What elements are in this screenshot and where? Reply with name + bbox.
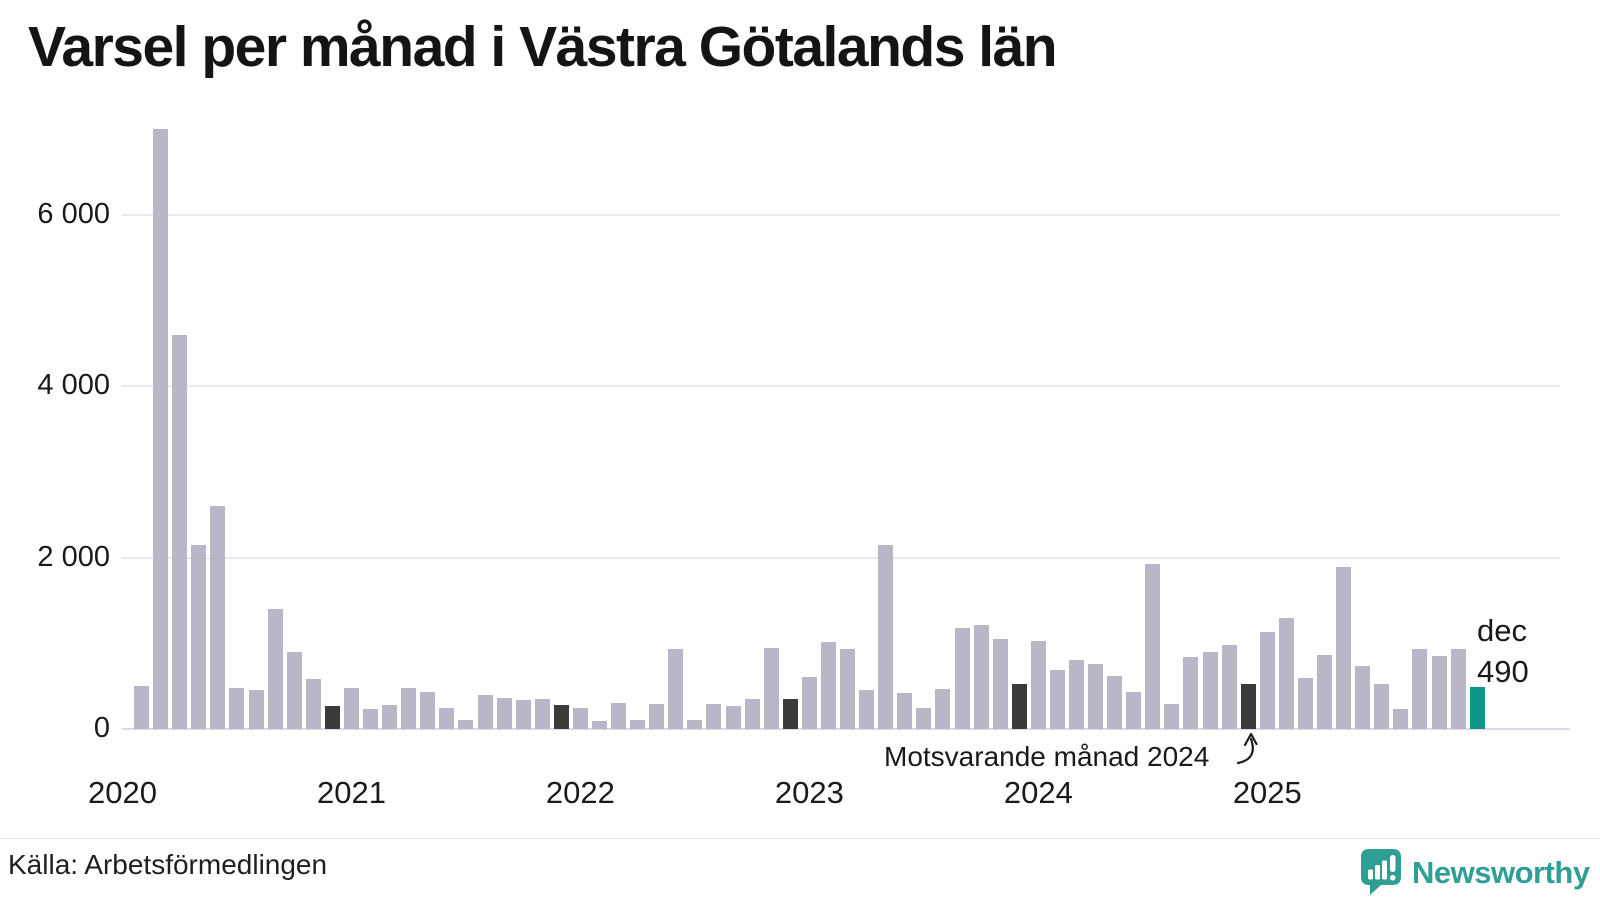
y-axis-tick-0: 0 xyxy=(93,712,110,744)
bar-2023-05 xyxy=(878,544,894,729)
bar-2021-05 xyxy=(420,692,436,729)
bar-2024-09 xyxy=(1183,656,1199,729)
bar-2020-10 xyxy=(286,651,302,729)
bar-2025-04 xyxy=(1317,655,1333,729)
bar-2022-07 xyxy=(687,719,703,729)
bar-2025-01 xyxy=(1259,632,1275,729)
bar-2022-06 xyxy=(668,649,684,729)
bar-2025-09 xyxy=(1412,649,1428,729)
bar-2023-07 xyxy=(916,708,932,729)
bar-2021-09 xyxy=(496,698,512,729)
source-text: Källa: Arbetsförmedlingen xyxy=(8,849,328,880)
bar-2024-04 xyxy=(1088,663,1104,729)
bar-2025-05 xyxy=(1336,566,1352,729)
bar-2022-03 xyxy=(611,703,627,729)
bar-2023-04 xyxy=(859,690,875,729)
bar-2025-06 xyxy=(1355,665,1371,729)
bar-chart: Motsvarande månad 2024 dec 490 0 2 000 4 0… xyxy=(37,128,1570,810)
x-axis-label-2025: 2025 xyxy=(1232,775,1302,810)
bar-2024-08 xyxy=(1164,704,1180,729)
bar-2024-02 xyxy=(1049,669,1065,729)
bar-2021-01 xyxy=(343,687,359,729)
x-axis-label-2022: 2022 xyxy=(545,775,615,810)
bar-2023-06 xyxy=(897,692,913,729)
bar-2020-12 xyxy=(324,705,340,729)
x-axis-label-2021: 2021 xyxy=(316,775,386,810)
bar-2024-01 xyxy=(1030,640,1046,729)
x-axis-baseline xyxy=(122,728,1570,730)
bar-2020-09 xyxy=(267,608,283,729)
bar-2025-02 xyxy=(1278,617,1294,729)
highlight-month: dec xyxy=(1477,613,1527,648)
bar-2025-11 xyxy=(1450,649,1466,729)
bar-2023-01 xyxy=(801,676,817,729)
newsworthy-logo-text: Newsworthy xyxy=(1412,855,1590,890)
x-axis-label-2020: 2020 xyxy=(88,775,157,810)
bar-2025-12 xyxy=(1469,686,1485,729)
bar-2020-04 xyxy=(172,334,188,729)
bar-2020-07 xyxy=(229,687,245,729)
bar-2021-04 xyxy=(401,687,417,729)
y-axis-tick-4000: 4 000 xyxy=(37,369,110,401)
bar-2025-10 xyxy=(1431,656,1447,729)
bar-2023-03 xyxy=(840,649,856,729)
highlight-value-label: dec 490 xyxy=(1477,610,1529,692)
gridline-2000 xyxy=(122,556,1560,559)
page-title: Varsel per månad i Västra Götalands län xyxy=(28,15,1058,79)
bar-2020-11 xyxy=(305,679,321,729)
bar-2021-06 xyxy=(439,708,455,729)
bar-2025-03 xyxy=(1297,677,1313,729)
newsworthy-logo-icon xyxy=(1361,849,1401,895)
footer-divider xyxy=(0,838,1600,839)
bar-2020-05 xyxy=(191,544,207,729)
bar-2021-08 xyxy=(477,694,493,729)
bar-2021-02 xyxy=(363,709,379,729)
bar-2022-10 xyxy=(744,698,760,729)
bar-2021-03 xyxy=(382,704,398,729)
bar-2020-03 xyxy=(153,128,169,729)
x-axis-label-2023: 2023 xyxy=(774,775,844,810)
bar-2023-12 xyxy=(1011,684,1027,729)
annotation-arrow-icon xyxy=(1236,732,1258,765)
bar-2020-02 xyxy=(134,686,150,729)
bar-2022-02 xyxy=(592,721,607,729)
bar-2023-10 xyxy=(973,625,989,729)
bar-2024-06 xyxy=(1126,692,1142,729)
bar-2022-01 xyxy=(572,707,588,729)
bar-2021-11 xyxy=(534,699,550,729)
highlight-value: 490 xyxy=(1477,654,1529,689)
bar-2025-07 xyxy=(1374,683,1390,729)
bar-2021-07 xyxy=(458,719,474,729)
bar-2022-12 xyxy=(782,698,798,729)
newsworthy-logo: Newsworthy xyxy=(1360,848,1590,896)
bar-2021-10 xyxy=(515,699,531,729)
bar-2024-10 xyxy=(1202,651,1218,729)
bar-2022-11 xyxy=(763,648,779,729)
bar-2022-09 xyxy=(725,705,741,729)
comparison-annotation: Motsvarande månad 2024 xyxy=(884,741,1210,772)
bar-2024-11 xyxy=(1221,644,1237,729)
y-axis-tick-6000: 6 000 xyxy=(37,197,110,230)
gridline-4000 xyxy=(122,385,1560,387)
bar-2024-05 xyxy=(1107,675,1123,729)
bar-2021-12 xyxy=(553,704,569,729)
bar-2022-04 xyxy=(630,719,646,729)
gridline-6000 xyxy=(122,213,1560,216)
bar-2025-08 xyxy=(1393,709,1409,729)
bar-2022-05 xyxy=(649,704,665,729)
bar-2020-08 xyxy=(248,689,264,729)
bar-2024-03 xyxy=(1069,660,1084,729)
bar-2023-11 xyxy=(992,638,1008,729)
x-axis-label-2024: 2024 xyxy=(1003,775,1073,810)
bar-2024-07 xyxy=(1145,564,1161,729)
y-axis-tick-2000: 2 000 xyxy=(37,540,110,573)
bar-2022-08 xyxy=(706,704,722,729)
bar-2023-02 xyxy=(820,642,836,729)
bar-2023-08 xyxy=(935,688,951,729)
bar-2024-12 xyxy=(1240,683,1256,729)
bar-2020-06 xyxy=(210,506,226,729)
bar-2023-09 xyxy=(954,627,970,729)
